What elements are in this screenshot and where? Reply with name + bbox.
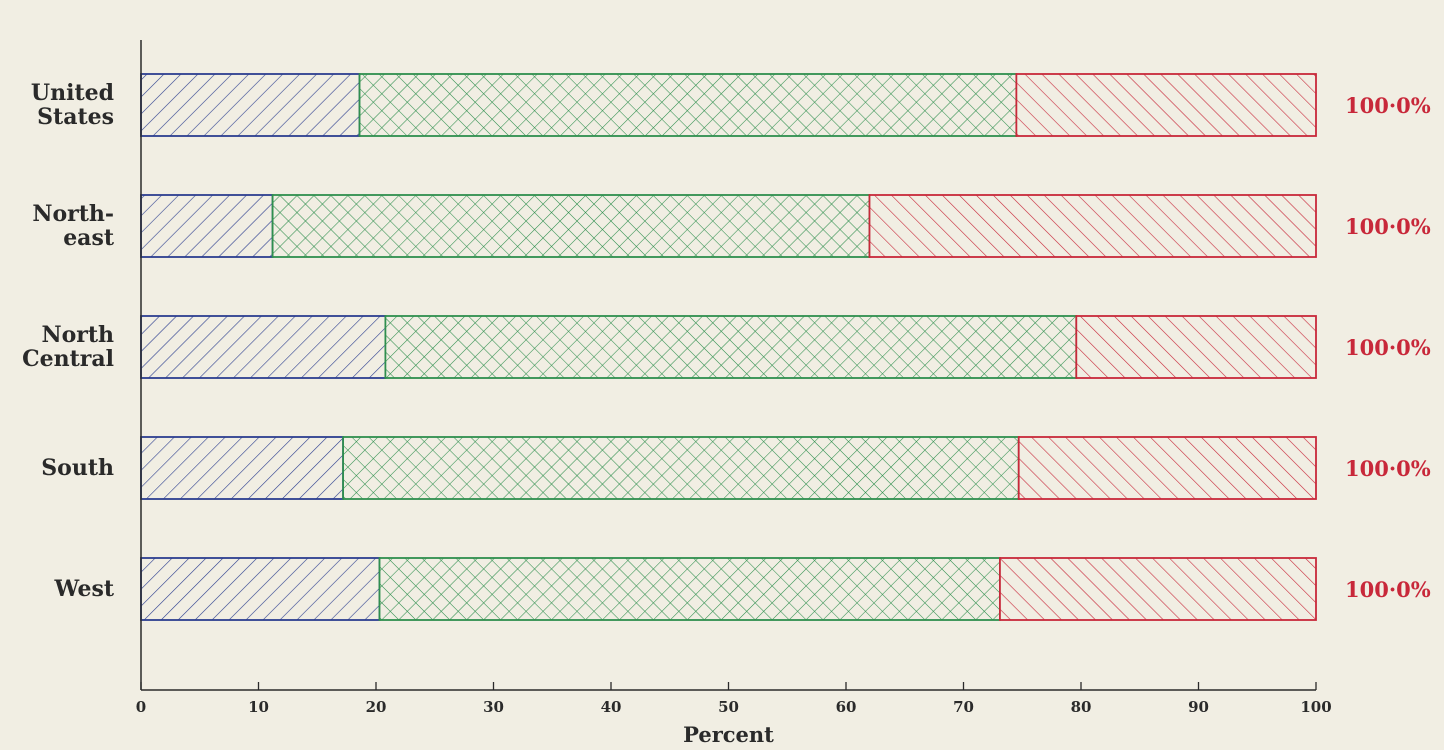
x-tick-label: 100	[1300, 698, 1331, 716]
bars-layer	[140, 73, 1317, 621]
bar-segment	[378, 557, 1001, 621]
total-label: 100·0%	[1345, 577, 1431, 602]
x-tick-label: 60	[836, 698, 857, 716]
total-label: 100·0%	[1345, 93, 1431, 118]
category-label: Central	[22, 346, 114, 372]
bar-segment	[384, 315, 1078, 379]
x-tick-label: 10	[248, 698, 269, 716]
category-label: North-	[32, 201, 114, 227]
category-label: east	[63, 225, 115, 251]
x-axis: 0 10 20 30 40 50 60 70 80 90 100 Percent	[136, 40, 1332, 747]
bar-segment	[342, 436, 1020, 500]
x-tick-label: 40	[601, 698, 622, 716]
bar-segment	[140, 557, 381, 621]
x-axis-title: Percent	[683, 722, 774, 747]
bar-segment	[140, 436, 345, 500]
x-tick-label: 70	[953, 698, 974, 716]
bar-segment	[1017, 436, 1317, 500]
bar-segment	[1075, 315, 1317, 379]
x-tick-label: 50	[718, 698, 739, 716]
category-label: South	[41, 455, 114, 481]
bar-segment	[868, 194, 1317, 258]
x-tick-label: 0	[136, 698, 146, 716]
bar-segment	[140, 315, 387, 379]
bar-segment	[140, 73, 361, 137]
x-tick-label: 80	[1071, 698, 1092, 716]
bar-segment	[271, 194, 871, 258]
bar-segment	[1015, 73, 1317, 137]
category-label: United	[31, 80, 114, 106]
bar-segment	[358, 73, 1018, 137]
x-tick-label: 20	[366, 698, 387, 716]
bar-segment	[140, 194, 274, 258]
total-label: 100·0%	[1345, 214, 1431, 239]
total-label: 100·0%	[1345, 335, 1431, 360]
bar-segment	[999, 557, 1317, 621]
x-tick-label: 90	[1188, 698, 1209, 716]
x-tick-label: 30	[483, 698, 504, 716]
total-label: 100·0%	[1345, 456, 1431, 481]
category-label: West	[54, 576, 115, 602]
category-label: States	[37, 104, 114, 130]
category-label: North	[41, 322, 114, 348]
